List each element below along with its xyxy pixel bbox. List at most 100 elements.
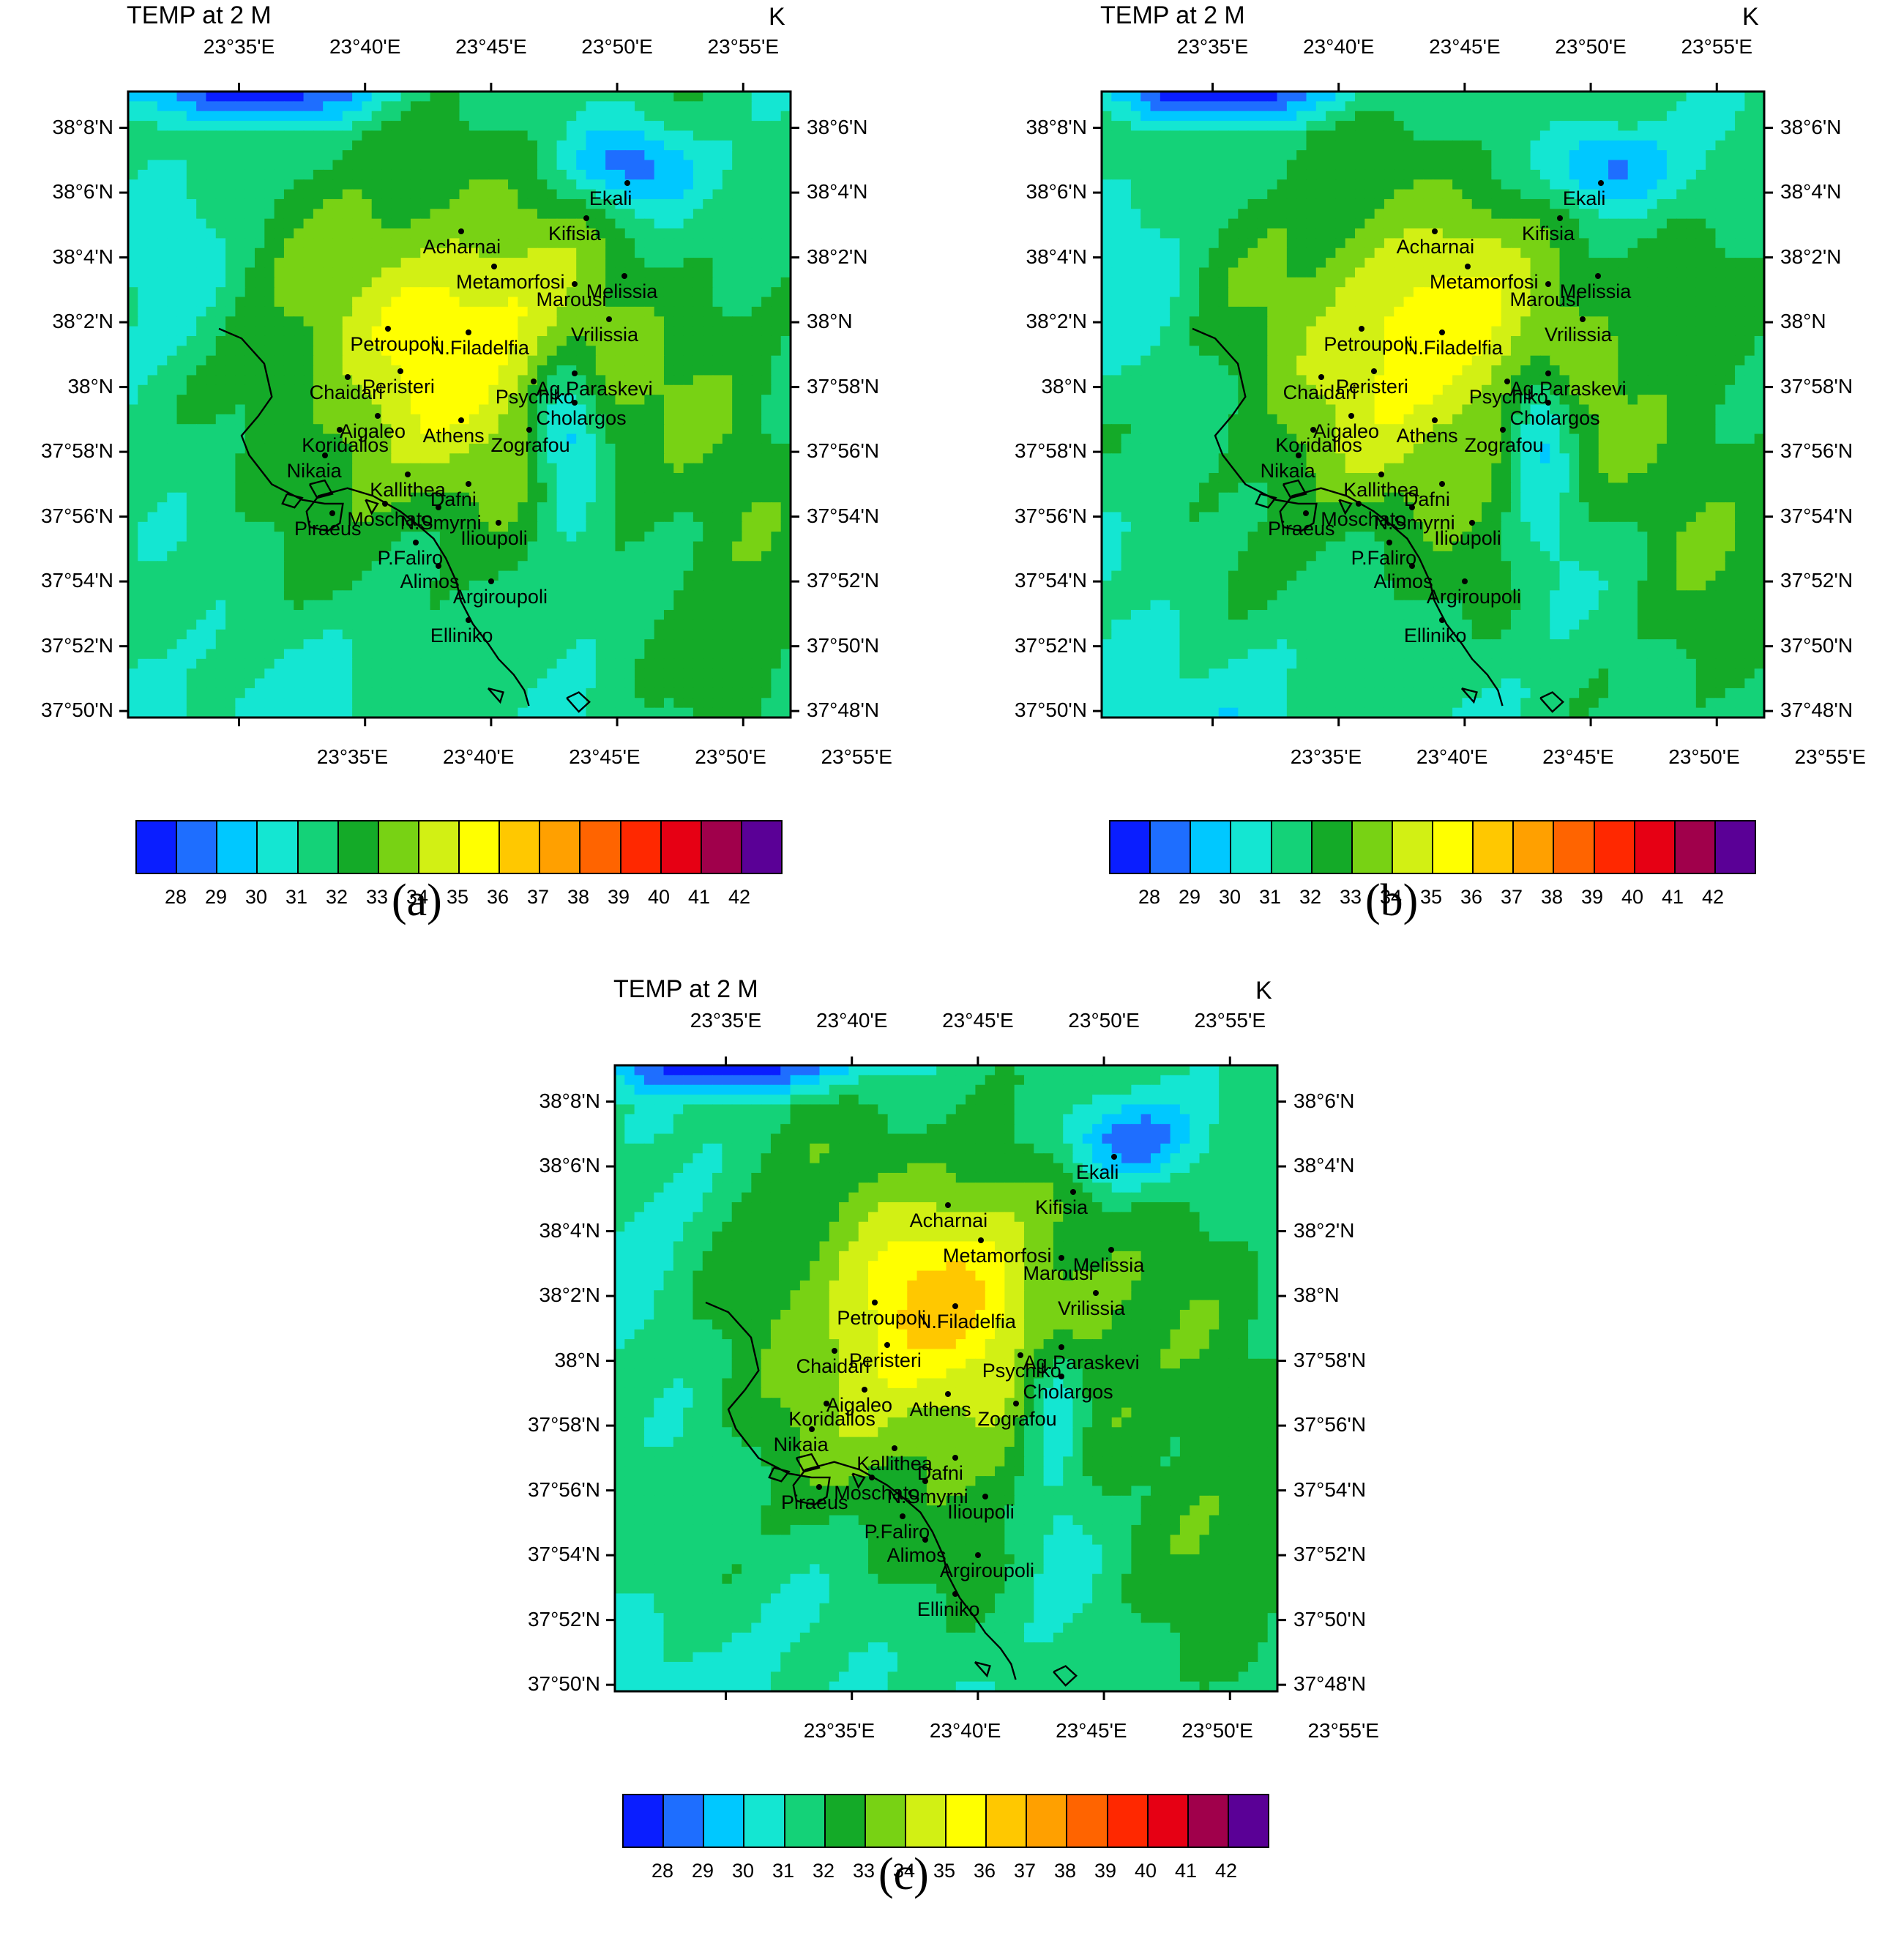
colorbar-tick-label: 40	[1134, 1860, 1157, 1882]
panel-a: TEMP at 2 M K 23°35'E 23°35'E 23°40'E 23°40'E…	[41, 0, 892, 944]
colorbar-tick-label: 35	[1419, 886, 1443, 908]
city-dot	[1058, 1344, 1064, 1350]
colorbar-tick-label: 32	[325, 886, 348, 908]
lat-label-left: 37°58'N	[1014, 439, 1087, 463]
lat-label-right: 37°58'N	[1780, 374, 1853, 398]
city-dot	[1557, 215, 1564, 221]
lon-label-top: 23°35'E	[690, 1009, 762, 1032]
lon-label-bottom: 23°40'E	[1416, 745, 1488, 768]
city-dot	[1431, 417, 1438, 423]
city-dot	[1110, 1153, 1117, 1160]
city-dot	[385, 325, 392, 332]
city-label: Acharnai	[422, 236, 501, 258]
city-dot	[1461, 578, 1468, 585]
colorbar-tick-label: 37	[1013, 1860, 1037, 1882]
city-label: Marousi	[1023, 1262, 1094, 1284]
city-dot	[329, 510, 335, 517]
city-label: Nikaia	[773, 1433, 829, 1456]
city-label: N.Smyrni	[1373, 512, 1455, 534]
city-label: Chaidari	[309, 381, 384, 404]
city-dot	[621, 273, 627, 280]
lon-label-bottom: 23°55'E	[1794, 745, 1866, 768]
city-label: Elliniko	[916, 1598, 980, 1621]
city-dot	[491, 263, 498, 269]
colorbar-tick-label: 31	[1258, 886, 1282, 908]
lat-label-right: 37°54'N	[1293, 1478, 1367, 1501]
lat-label-left: 37°52'N	[40, 633, 113, 657]
colorbar-swatch	[1108, 1795, 1149, 1847]
city-dot	[1356, 500, 1362, 507]
colorbar-swatch	[258, 821, 299, 873]
colorbar-tick-label: 41	[1661, 886, 1684, 908]
colorbar-swatch	[664, 1795, 705, 1847]
lat-label-left: 37°50'N	[40, 698, 113, 722]
lon-label-bottom: 23°55'E	[1307, 1719, 1379, 1742]
colorbar-swatch	[338, 821, 379, 873]
lon-label-top: 23°55'E	[1194, 1009, 1266, 1032]
colorbar-tick-label: 31	[772, 1860, 795, 1882]
lat-label-right: 38°6'N	[1780, 115, 1842, 138]
city-label: Aigaleo	[826, 1394, 892, 1417]
city-dot	[374, 413, 381, 420]
lat-label-left: 37°56'N	[527, 1478, 600, 1501]
temperature-map	[1093, 83, 1773, 726]
colorbar-swatch	[1312, 821, 1353, 873]
lat-label-left: 37°52'N	[1014, 633, 1087, 657]
city-label: Zografou	[1464, 434, 1544, 457]
lat-label-left: 37°58'N	[527, 1413, 600, 1437]
city-label: N.Smyrni	[886, 1486, 968, 1508]
colorbar-tick-label: 33	[365, 886, 389, 908]
lon-label-top: 23°35'E	[1176, 35, 1249, 58]
colorbar-tick-label: 28	[1138, 886, 1161, 908]
city-label: Peristeri	[848, 1349, 922, 1372]
city-label: Koridallos	[788, 1408, 875, 1431]
city-dot	[465, 481, 471, 488]
lat-label-right: 37°52'N	[807, 569, 880, 592]
city-label: Athens	[1396, 424, 1458, 447]
lat-label-right: 37°54'N	[1780, 504, 1853, 527]
colorbar-swatch	[906, 1795, 947, 1847]
city-label: Aigaleo	[1313, 420, 1379, 443]
axis-ticks	[606, 1057, 1286, 1700]
colorbar-tick-label: 34	[406, 886, 429, 908]
city-dot	[344, 374, 351, 381]
city-label: Kallithea	[856, 1453, 933, 1475]
city-dot	[922, 1536, 928, 1543]
lat-label-left: 38°4'N	[539, 1218, 600, 1242]
city-dot	[952, 1455, 958, 1461]
colorbar-tick-label: 41	[1174, 1860, 1198, 1882]
city-dot	[435, 504, 441, 511]
colorbar-swatch	[825, 1795, 866, 1847]
lat-label-right: 38°N	[807, 310, 853, 333]
city-dot	[321, 452, 328, 458]
city-label: Metamorfosi	[456, 270, 565, 293]
city-label: Nikaia	[1260, 459, 1315, 482]
colorbar-tick-label: 37	[526, 886, 550, 908]
lat-label-left: 37°50'N	[1014, 698, 1087, 722]
lat-label-left: 38°2'N	[539, 1283, 600, 1307]
colorbar-tick-label: 30	[244, 886, 268, 908]
lon-label-top: 23°55'E	[1681, 35, 1752, 58]
city-dot	[530, 378, 537, 384]
lon-label-bottom: 23°55'E	[821, 745, 892, 768]
lat-label-right: 38°6'N	[807, 115, 868, 138]
colorbar-swatch	[624, 1795, 665, 1847]
city-label: Metamorfosi	[943, 1244, 1052, 1267]
city-label: Ekali	[1075, 1160, 1119, 1183]
lat-label-left: 38°8'N	[1026, 115, 1087, 138]
colorbar-tick-label: 29	[691, 1860, 714, 1882]
city-label: Peristeri	[1335, 376, 1408, 398]
lat-label-left: 38°N	[554, 1348, 600, 1371]
city-dot	[465, 617, 471, 624]
city-label: P.Faliro	[864, 1521, 930, 1543]
lon-label-bottom: 23°50'E	[695, 745, 766, 768]
city-dot	[412, 540, 419, 546]
colorbar-swatch	[1392, 821, 1433, 873]
colorbar-tick-label: 28	[164, 886, 187, 908]
city-label: Alimos	[1373, 570, 1433, 592]
panel-title: TEMP at 2 M	[613, 975, 758, 1003]
city-dot	[1348, 413, 1354, 420]
axis-ticks	[119, 83, 799, 726]
colorbar-swatch	[785, 1795, 826, 1847]
colorbar-swatch	[1352, 821, 1393, 873]
